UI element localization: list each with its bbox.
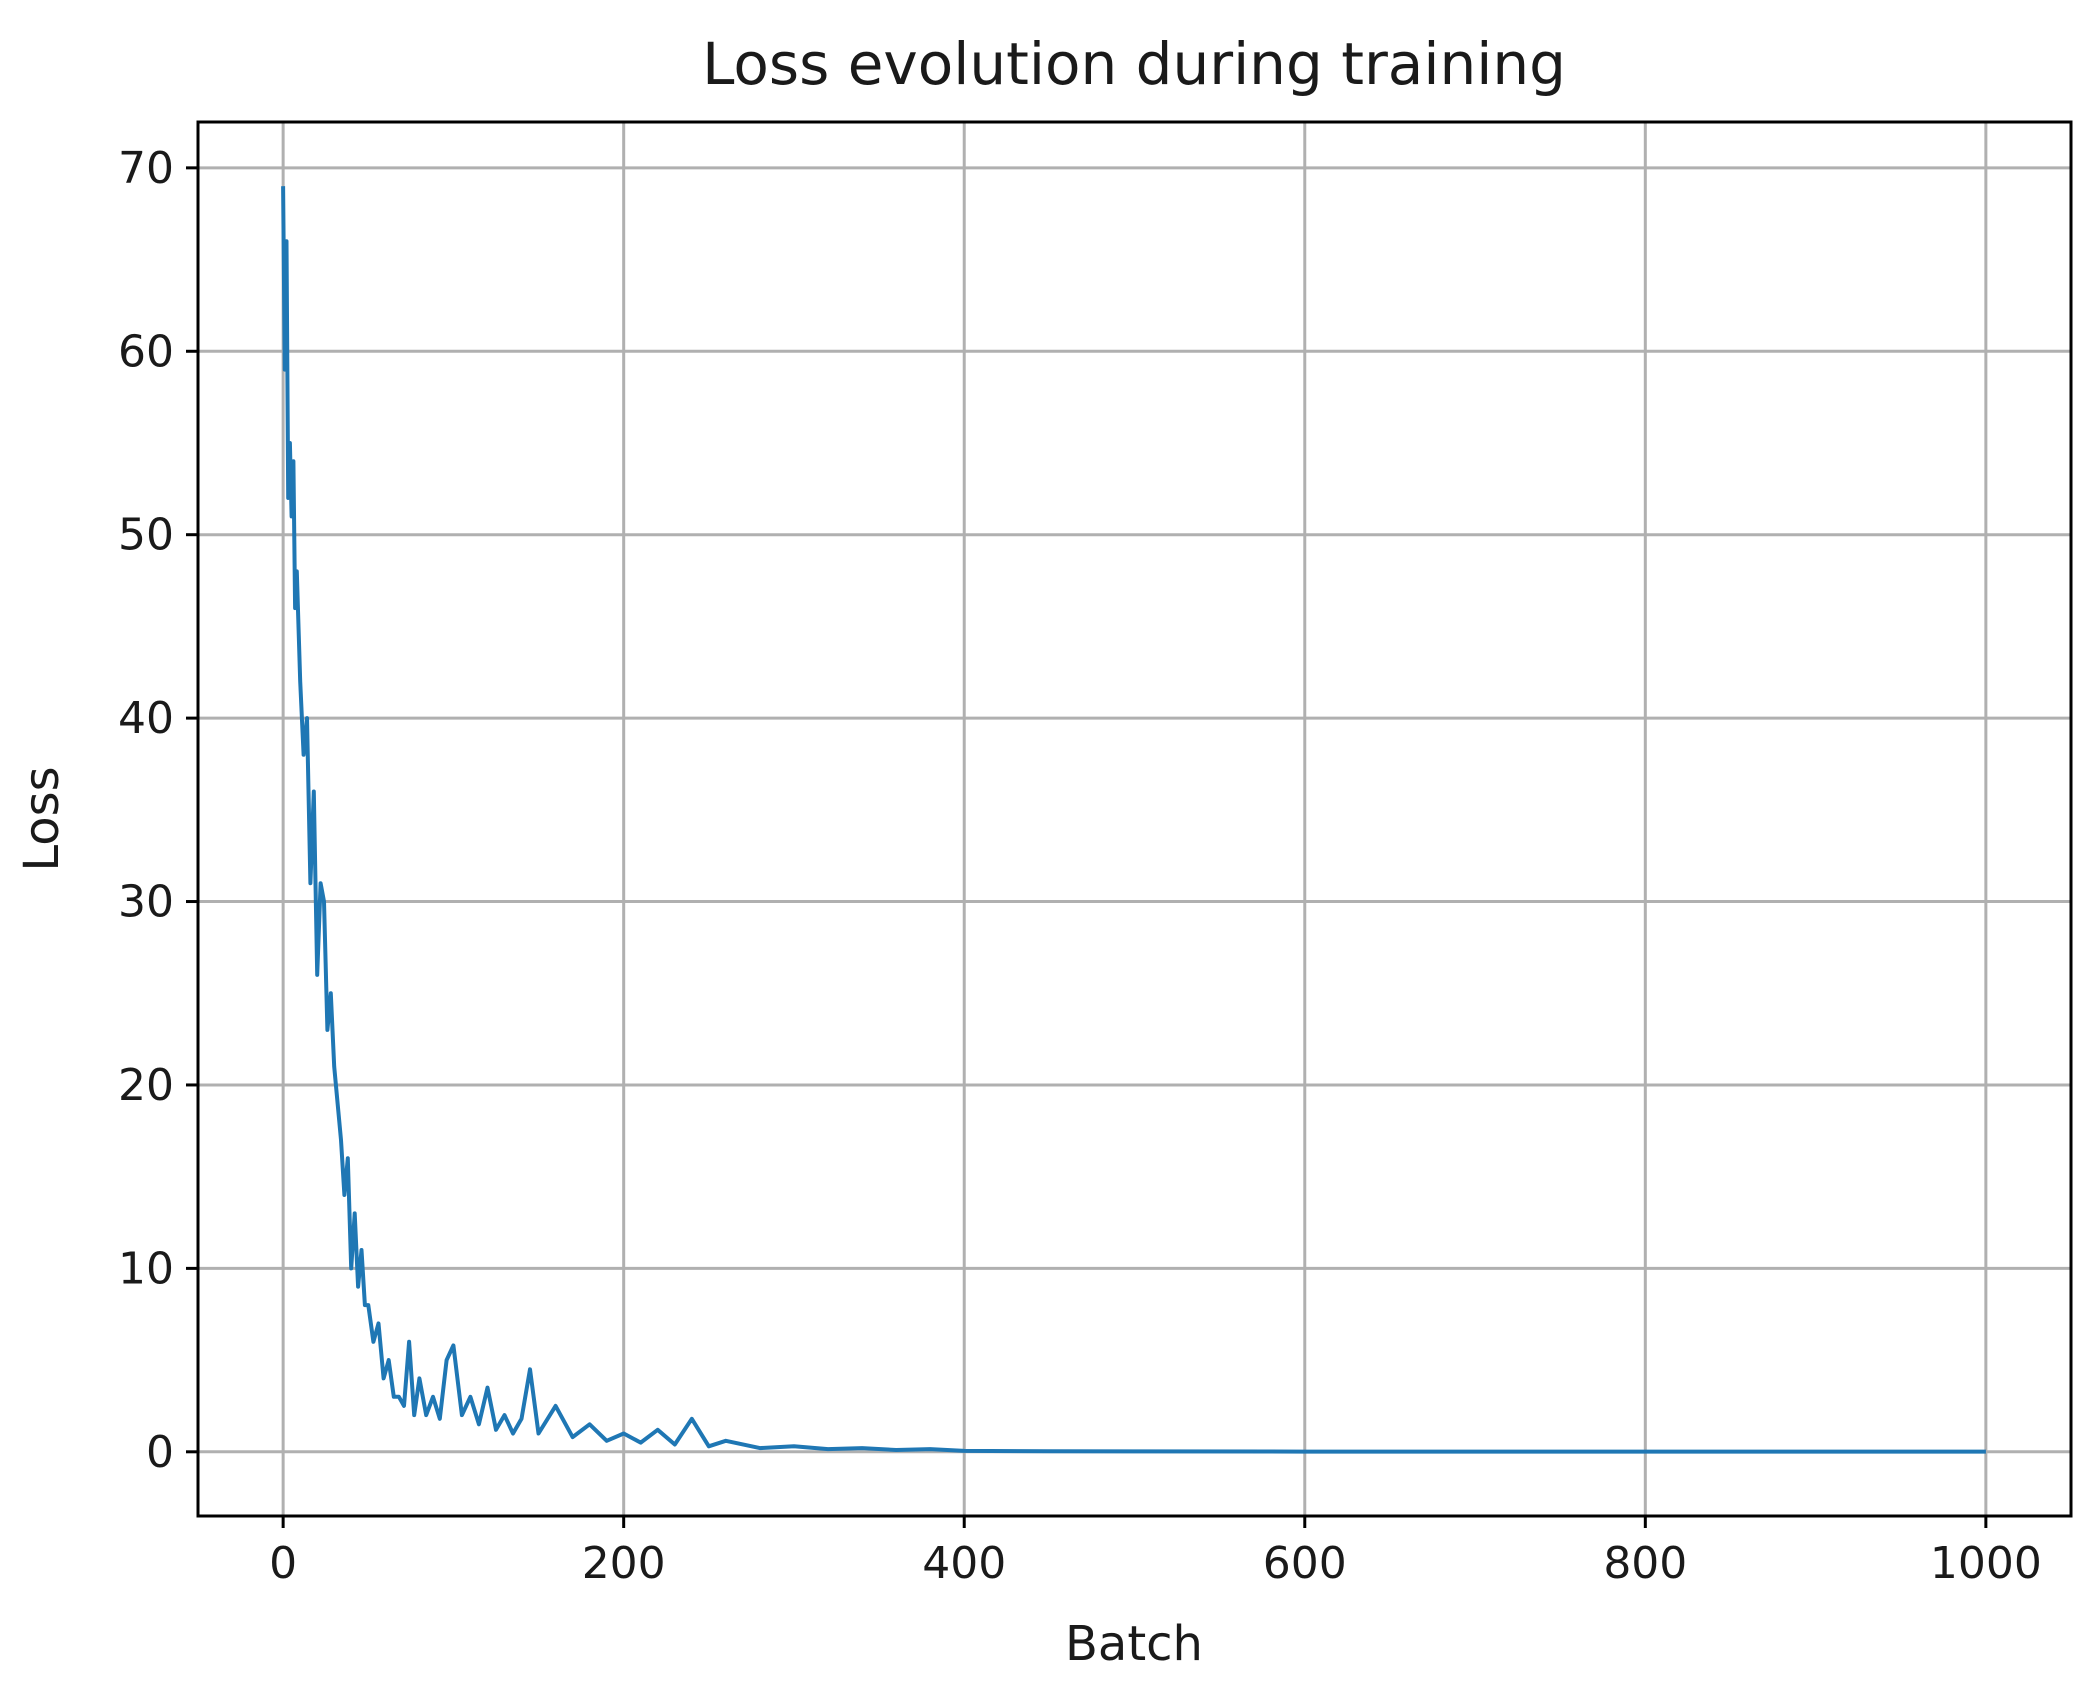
tick-layer: 0 200 400 600 800 1000 0 10 20 30 40 50 60 70 [118,143,2042,1589]
grid-layer [198,122,2071,1516]
chart-title: Loss evolution during training [702,30,1566,98]
y-tick-label: 60 [118,326,174,377]
x-tick-label: 200 [582,1538,666,1589]
x-tick-label: 1000 [1930,1538,2042,1589]
y-tick-label: 20 [118,1060,174,1111]
x-axis-label: Batch [1065,1616,1203,1672]
y-tick-label: 30 [118,877,174,928]
y-tick-label: 0 [146,1427,174,1478]
y-tick-label: 40 [118,693,174,744]
loss-series-line [281,186,1986,1454]
x-tick-label: 800 [1603,1538,1687,1589]
y-tick-label: 10 [118,1243,174,1294]
plot-frame [196,120,2073,1518]
x-tick-label: 600 [1263,1538,1347,1589]
x-tick-label: 400 [922,1538,1006,1589]
y-axis-label: Loss [14,766,70,871]
y-tick-label: 70 [118,143,174,194]
y-tick-label: 50 [118,510,174,561]
series-layer [281,186,1986,1454]
plot-area [198,122,2071,1516]
x-tick-label: 0 [269,1538,297,1589]
